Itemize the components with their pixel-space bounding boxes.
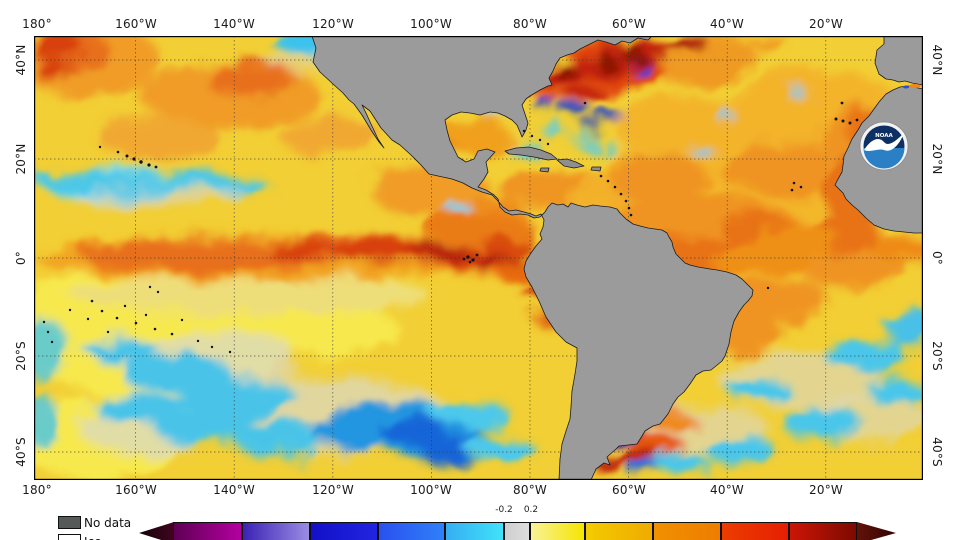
lon-label-bot-40w: 40°W xyxy=(710,483,744,497)
lon-label-top-180: 180° xyxy=(22,17,52,31)
lat-label-right-20n: 20°N xyxy=(930,143,944,175)
lat-label-left-40n: 40°N xyxy=(14,44,28,76)
lon-label-bot-140w: 140°W xyxy=(213,483,255,497)
colorbar-tick-neg: -0.2 xyxy=(495,505,513,515)
lon-label-top-20w: 20°W xyxy=(809,17,843,31)
lat-label-right-40n: 40°N xyxy=(930,44,944,76)
colorbar-left-arrow xyxy=(139,522,174,540)
lon-label-top-140w: 140°W xyxy=(213,17,255,31)
noaa-logo-text: NOAA xyxy=(875,133,893,139)
lon-label-top-60w: 60°W xyxy=(612,17,646,31)
colorbar-segment xyxy=(585,522,653,540)
lat-label-right-20s: 20°S xyxy=(930,341,944,371)
colorbar-segment xyxy=(789,522,857,540)
colorbar-segment xyxy=(530,522,585,540)
lon-label-top-40w: 40°W xyxy=(710,17,744,31)
no-data-label: No data xyxy=(84,516,132,530)
lat-label-left-20n: 20°N xyxy=(14,143,28,175)
puerto-rico-island xyxy=(590,166,602,172)
landmasses xyxy=(311,36,923,480)
lon-label-top-160w: 160°W xyxy=(115,17,157,31)
lat-label-left-0: 0° xyxy=(14,250,28,266)
lon-label-bot-60w: 60°W xyxy=(612,483,646,497)
lon-label-bot-80w: 80°W xyxy=(513,483,547,497)
lat-label-right-40s: 40°S xyxy=(930,437,944,467)
lon-label-top-80w: 80°W xyxy=(513,17,547,31)
lon-label-bot-180: 180° xyxy=(22,483,52,497)
sst-anomaly-map: NOAA xyxy=(34,36,923,480)
hispaniola-island xyxy=(556,158,585,169)
lon-label-bot-20w: 20°W xyxy=(809,483,843,497)
jamaica-island xyxy=(539,167,550,173)
colorbar-segment xyxy=(378,522,445,540)
iberia-landmass xyxy=(874,36,923,86)
colorbar-segment xyxy=(310,522,378,540)
colorbar-segment xyxy=(504,522,530,540)
ice-label: Ice xyxy=(84,535,102,540)
colorbar-segment xyxy=(173,522,242,540)
colorbar-segment xyxy=(653,522,721,540)
lat-label-left-40s: 40°S xyxy=(14,437,28,467)
lon-label-bot-100w: 100°W xyxy=(410,483,452,497)
lat-label-right-0: 0° xyxy=(930,250,944,266)
noaa-gull-icon xyxy=(864,133,904,151)
lat-label-left-20s: 20°S xyxy=(14,341,28,371)
lon-label-top-120w: 120°W xyxy=(312,17,354,31)
lon-label-bot-120w: 120°W xyxy=(312,483,354,497)
lon-label-bot-160w: 160°W xyxy=(115,483,157,497)
island-specks xyxy=(42,84,921,354)
colorbar-segment xyxy=(242,522,310,540)
lon-label-top-100w: 100°W xyxy=(410,17,452,31)
colorbar-right-arrow xyxy=(857,522,896,540)
noaa-logo: NOAA xyxy=(859,121,909,171)
map-border xyxy=(34,36,923,480)
colorbar-segment xyxy=(445,522,504,540)
cuba-island xyxy=(504,146,558,161)
no-data-swatch xyxy=(58,516,81,529)
ice-swatch xyxy=(58,534,81,540)
colorbar-segment xyxy=(721,522,789,540)
colorbar-tick-pos: 0.2 xyxy=(523,505,539,515)
americas-landmass xyxy=(311,36,754,480)
